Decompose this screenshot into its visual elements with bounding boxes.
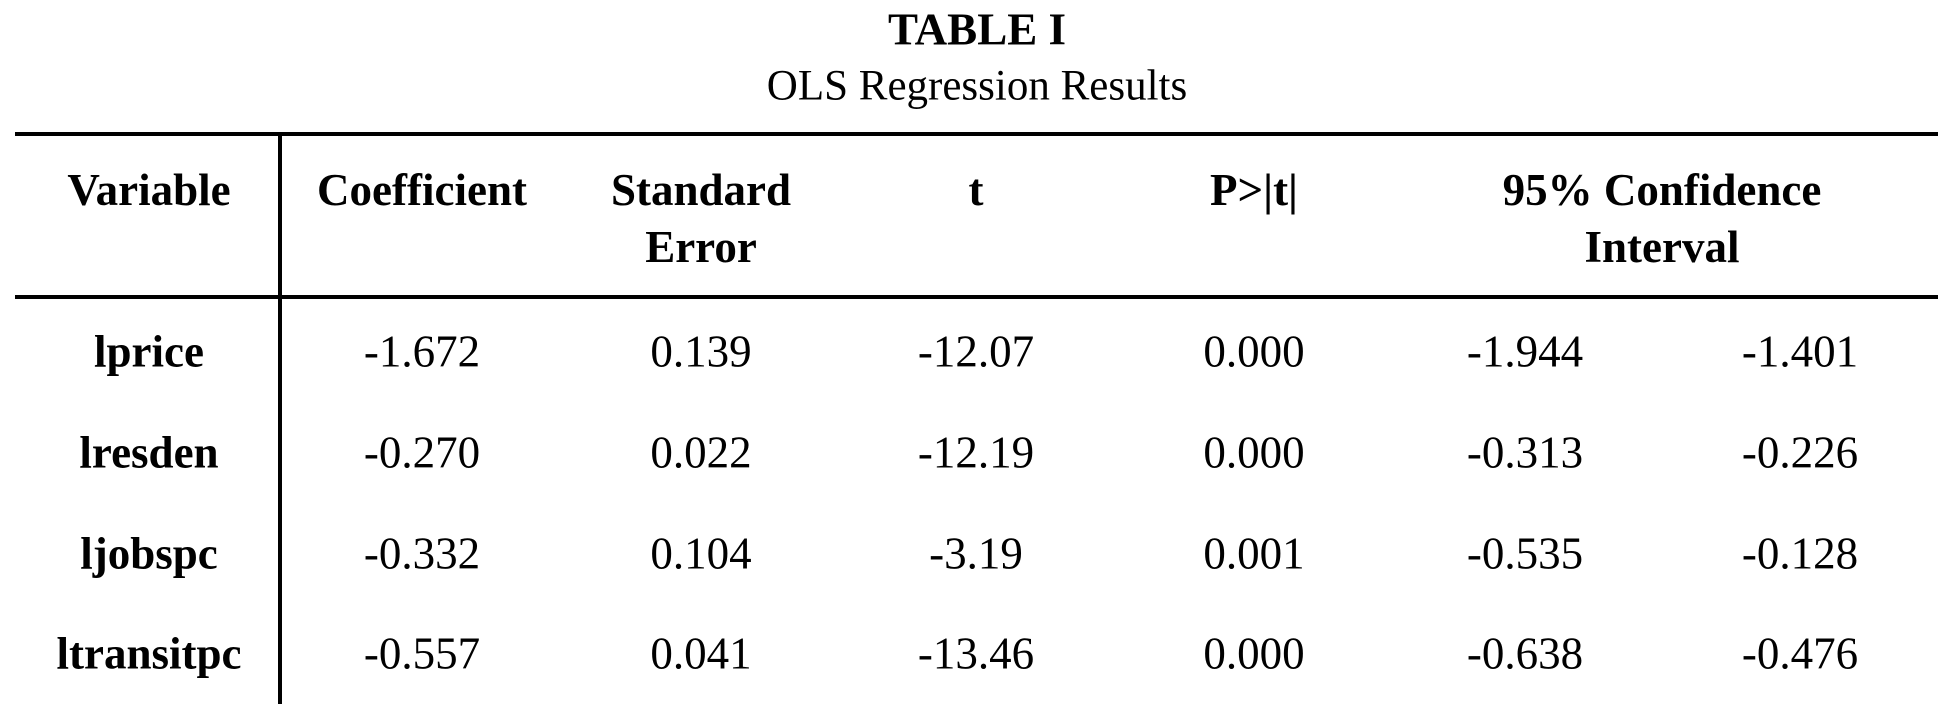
cell: -12.07 bbox=[917, 326, 1035, 377]
column-header: P>|t| bbox=[1210, 165, 1298, 215]
column-header: Variable bbox=[67, 165, 231, 215]
cell: -13.46 bbox=[917, 628, 1035, 679]
cell: 0.104 bbox=[650, 528, 752, 579]
cell: 0.000 bbox=[1203, 427, 1305, 478]
cell: -0.638 bbox=[1466, 628, 1584, 679]
cell: 0.139 bbox=[650, 326, 752, 377]
table-title: TABLE I bbox=[888, 4, 1066, 55]
table-subtitle: OLS Regression Results bbox=[766, 62, 1188, 110]
cell: -3.19 bbox=[929, 528, 1023, 579]
cell: -12.19 bbox=[917, 427, 1035, 478]
row-label: lresden bbox=[79, 427, 219, 478]
cell: -0.557 bbox=[363, 628, 481, 679]
cell: -1.944 bbox=[1466, 326, 1584, 377]
column-header: Coefficient bbox=[317, 165, 527, 215]
vertical-rule bbox=[278, 134, 282, 704]
cell: -0.313 bbox=[1466, 427, 1584, 478]
cell: -0.226 bbox=[1741, 427, 1859, 478]
cell: 0.022 bbox=[650, 427, 752, 478]
column-header: t bbox=[968, 165, 984, 215]
cell: -0.535 bbox=[1466, 528, 1584, 579]
cell: -0.476 bbox=[1741, 628, 1859, 679]
row-label: ltransitpc bbox=[56, 628, 242, 679]
header-rule bbox=[15, 295, 1938, 299]
row-label: lprice bbox=[94, 326, 204, 377]
column-header: Standard Error bbox=[610, 165, 792, 272]
column-header: 95% Confidence Interval bbox=[1502, 165, 1822, 272]
cell: 0.001 bbox=[1203, 528, 1305, 579]
cell: 0.000 bbox=[1203, 628, 1305, 679]
cell: -0.128 bbox=[1741, 528, 1859, 579]
cell: -0.270 bbox=[363, 427, 481, 478]
row-label: ljobspc bbox=[80, 528, 218, 579]
cell: 0.041 bbox=[650, 628, 752, 679]
cell: -1.401 bbox=[1741, 326, 1859, 377]
top-rule bbox=[15, 132, 1938, 136]
cell: -1.672 bbox=[363, 326, 481, 377]
cell: -0.332 bbox=[363, 528, 481, 579]
cell: 0.000 bbox=[1203, 326, 1305, 377]
